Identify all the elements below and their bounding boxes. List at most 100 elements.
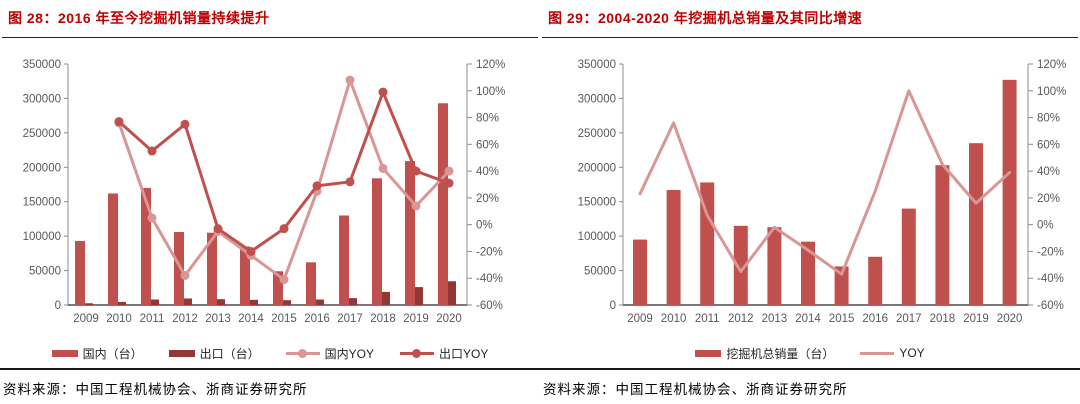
export-bar: [415, 287, 423, 305]
total-bar: [700, 182, 715, 305]
figure-29-source: 资料来源：中国工程机械协会、浙商证券研究所: [543, 382, 848, 397]
export-yoy-point: [312, 181, 322, 191]
legend-item-export: 出口（台）: [168, 345, 260, 362]
x-axis-label: 2012: [728, 313, 754, 325]
domestic-bar: [339, 215, 349, 305]
domestic-yoy-point: [444, 166, 454, 176]
right-axis-label: 40%: [1037, 166, 1060, 178]
legend-item-yoy: YOY: [860, 346, 925, 360]
domestic-bar: [174, 232, 184, 305]
domestic-bar: [405, 161, 415, 305]
left-axis-label: 300000: [23, 93, 61, 105]
legend-item-total: 挖掘机总销量（台）: [695, 345, 834, 362]
x-axis-label: 2015: [829, 313, 855, 325]
x-axis-label: 2016: [862, 313, 888, 325]
x-axis-label: 2013: [762, 313, 788, 325]
figure-29-chart-area: 0 50000 100000 150000 200000 250000 300000 3500…: [540, 38, 1080, 338]
left-axis-label: 150000: [23, 197, 61, 209]
export-yoy-point: [114, 117, 124, 127]
export-bar: [250, 299, 258, 305]
figure-29-chart: 0 50000 100000 150000 200000 250000 300000 3500…: [578, 59, 1067, 325]
legend-item-domestic-yoy: 国内YOY: [285, 345, 375, 362]
legend-swatch-export: [168, 349, 195, 357]
domestic-yoy-point: [147, 213, 157, 223]
right-axis-label: 100%: [476, 86, 505, 98]
domestic-bar: [108, 193, 118, 305]
left-axis-label: 300000: [578, 93, 616, 105]
right-axis-label: 40%: [476, 166, 499, 178]
domestic-yoy-point: [378, 163, 388, 173]
total-bar: [666, 190, 681, 305]
legend-swatch-domestic: [51, 349, 78, 357]
x-axis-label: 2010: [106, 313, 132, 325]
right-axis-label: 20%: [476, 193, 499, 205]
total-bar: [935, 165, 950, 305]
legend-label-domestic: 国内（台）: [82, 346, 143, 361]
right-axis-label: 100%: [1037, 86, 1066, 98]
export-bar: [382, 291, 390, 305]
left-axis-label: 200000: [23, 162, 61, 174]
legend-swatch-export-yoy: [400, 348, 435, 358]
domestic-bar: [207, 232, 217, 305]
right-axis-label: -40%: [476, 273, 503, 285]
figure-28-title: 图 28：2016 年至今挖掘机销量持续提升: [8, 10, 270, 26]
legend-label-export-yoy: 出口YOY: [439, 346, 489, 361]
export-yoy-point: [378, 87, 388, 97]
x-axis-label: 2010: [661, 313, 687, 325]
total-bar: [868, 256, 883, 305]
left-axis-label: 100000: [578, 231, 616, 243]
figure-28-chart-area: 0 50000 100000 150000 200000 250000 300000 3500…: [0, 38, 540, 338]
domestic-bar: [273, 271, 283, 305]
legend-swatch-yoy: [860, 351, 895, 355]
export-yoy-point: [411, 166, 421, 176]
right-axis-label: -40%: [1037, 273, 1064, 285]
right-axis-label: 20%: [1037, 193, 1060, 205]
x-axis-label: 2009: [627, 313, 653, 325]
legend-marker-export-yoy: [412, 348, 422, 358]
left-axis-label: 250000: [23, 128, 61, 140]
x-axis-label: 2020: [997, 313, 1023, 325]
total-bar: [834, 266, 849, 305]
domestic-yoy-point: [411, 201, 421, 211]
export-bar: [217, 299, 225, 305]
x-axis-label: 2014: [238, 313, 264, 325]
legend-swatch-total: [695, 349, 722, 357]
domestic-yoy-point: [180, 271, 190, 281]
x-axis-label: 2019: [963, 313, 989, 325]
figure-29-title: 图 29：2004-2020 年挖掘机总销量及其同比增速: [548, 10, 863, 26]
legend-item-domestic: 国内（台）: [51, 345, 143, 362]
left-axis-label: 200000: [578, 162, 616, 174]
left-axis-label: 100000: [23, 231, 61, 243]
right-axis-label: 80%: [1037, 113, 1060, 125]
export-yoy-point: [444, 178, 454, 188]
figure-28-panel: 图 28：2016 年至今挖掘机销量持续提升 0 50000 100000 15000…: [0, 0, 540, 398]
legend-item-export-yoy: 出口YOY: [400, 345, 488, 362]
legend-marker-domestic-yoy: [297, 348, 307, 358]
total-bar: [1002, 79, 1017, 305]
x-axis-label: 2018: [930, 313, 956, 325]
right-axis-label: -60%: [1037, 300, 1064, 312]
right-axis-label: 120%: [1037, 59, 1066, 71]
legend-label-export: 出口（台）: [199, 346, 260, 361]
right-axis-label: 0%: [1037, 220, 1054, 232]
right-axis-label: 0%: [476, 220, 493, 232]
export-yoy-point: [345, 177, 355, 187]
left-axis-label: 0: [55, 300, 61, 312]
total-bar: [633, 239, 647, 305]
right-axis-label: -20%: [1037, 246, 1064, 258]
export-bar: [151, 299, 159, 305]
export-yoy-point: [180, 119, 190, 129]
left-axis-label: 50000: [29, 266, 61, 278]
domestic-bar: [141, 187, 151, 305]
total-bar: [969, 143, 983, 305]
left-axis-label: 350000: [23, 59, 61, 71]
export-bar: [448, 281, 456, 305]
export-bar: [85, 303, 93, 305]
legend-label-domestic-yoy: 国内YOY: [324, 346, 375, 361]
yoy-line: [638, 89, 1012, 276]
export-bar: [184, 298, 192, 305]
right-axis-label: -60%: [476, 300, 503, 312]
figure-29-panel: 图 29：2004-2020 年挖掘机总销量及其同比增速 0 50000 10000…: [540, 0, 1080, 398]
x-axis-label: 2011: [695, 313, 720, 325]
